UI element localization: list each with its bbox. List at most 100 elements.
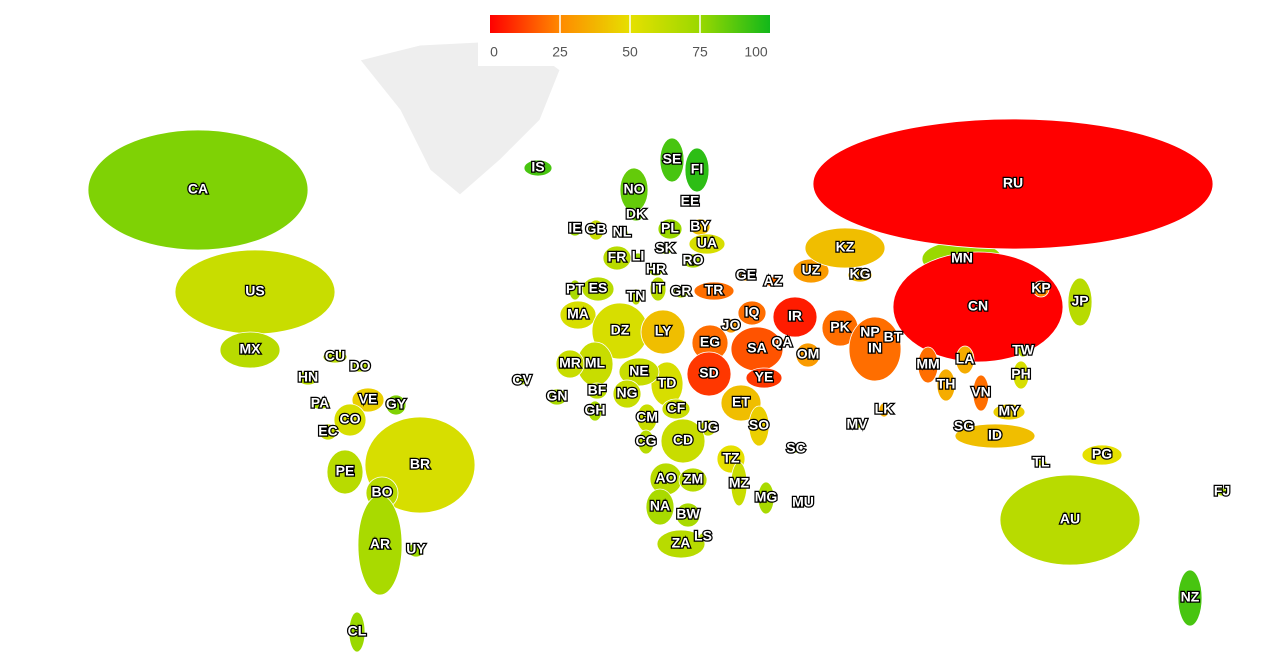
country-label: YE [755,369,774,385]
country-label: MX [240,341,262,357]
country-label: CO [340,411,361,427]
legend-tick-label: 75 [692,44,708,60]
country-shape [586,382,608,400]
country-shape [720,384,762,422]
country-label: EG [700,334,720,350]
country-label: RO [683,252,704,268]
country-label: MG [755,489,778,505]
country-shape [333,403,367,437]
country-label: NE [629,363,648,379]
country-shape [219,331,281,369]
country-shape [688,233,726,255]
country-label: GY [386,396,407,412]
country-shape [645,488,675,526]
country-label: NG [617,385,638,401]
country-shape [649,276,667,302]
country-shape [628,208,644,222]
country-shape [555,349,585,379]
country-label: UY [406,541,426,557]
country-label: PE [336,463,355,479]
country-shape [678,467,708,493]
country-label: NL [613,224,632,240]
country-label: FJ [1214,483,1230,499]
country-shape [348,611,366,653]
country-label: AR [370,536,390,552]
country-label: KP [1031,280,1050,296]
country-shape [612,379,642,409]
country-label: GE [736,267,756,283]
country-label: IT [652,280,665,296]
country-shape [693,281,735,301]
country-shape [546,388,568,406]
country-label: DZ [611,322,630,338]
country-shape [660,418,706,464]
country-shape [954,423,1036,449]
country-label: TZ [722,450,740,466]
country-label: CU [325,348,345,364]
country-label: JO [722,317,741,333]
country-label: SE [663,151,682,167]
country-label: CV [512,372,532,388]
country-label: IE [568,220,581,236]
country-shape [936,368,956,402]
country-shape [684,147,710,193]
country-shape [682,196,698,208]
country-label: BT [884,329,903,345]
country-label: IQ [745,304,760,320]
country-label: MZ [729,475,750,491]
country-shape [87,129,309,251]
country-label: RU [1003,175,1023,191]
country-shape [791,444,801,454]
country-shape [776,338,788,348]
country-label: KZ [836,239,855,255]
country-shape [1177,569,1203,627]
country-label: PL [661,220,679,236]
country-shape [765,276,781,288]
country-label: DO [350,358,371,374]
country-shape [812,118,1214,250]
country-shape [661,398,691,420]
country-label: LI [632,248,644,264]
country-label: TH [937,376,956,392]
country-label: PA [311,395,329,411]
country-label: CN [968,298,988,314]
country-label: TN [627,288,646,304]
legend-tick-label: 50 [622,44,638,60]
country-shape [326,449,364,495]
country-label: MV [847,416,869,432]
country-label: NP [860,324,879,340]
country-shape [848,316,902,382]
country-shape [407,542,425,558]
country-shape [297,370,319,386]
country-label: CF [667,400,686,416]
country-label: PT [566,281,584,297]
country-label: VN [971,384,990,400]
country-label: FI [691,161,703,177]
country-shape [972,374,990,412]
country-shape [1034,459,1048,467]
country-label: GR [671,283,692,299]
country-label: SA [747,340,766,356]
country-shape [673,285,689,299]
country-shape [955,345,975,375]
country-shape [581,276,615,302]
country-label: CM [636,409,658,425]
country-label: AO [656,470,677,486]
country-shape [351,387,385,413]
country-label: NA [650,498,670,514]
country-label: PG [1092,446,1112,462]
country-label: BW [676,506,700,522]
country-label: LS [694,528,712,544]
country-shape [640,309,686,355]
country-label: MN [951,250,973,266]
country-label: JP [1071,293,1088,309]
country-label: IN [868,340,882,356]
country-label: AZ [764,273,783,289]
country-label: EE [681,193,700,209]
country-label: LA [956,351,975,367]
country-label: NO [624,181,645,197]
legend-tick-label: 100 [744,44,768,60]
country-shape [1017,344,1029,358]
country-shape [615,227,629,239]
